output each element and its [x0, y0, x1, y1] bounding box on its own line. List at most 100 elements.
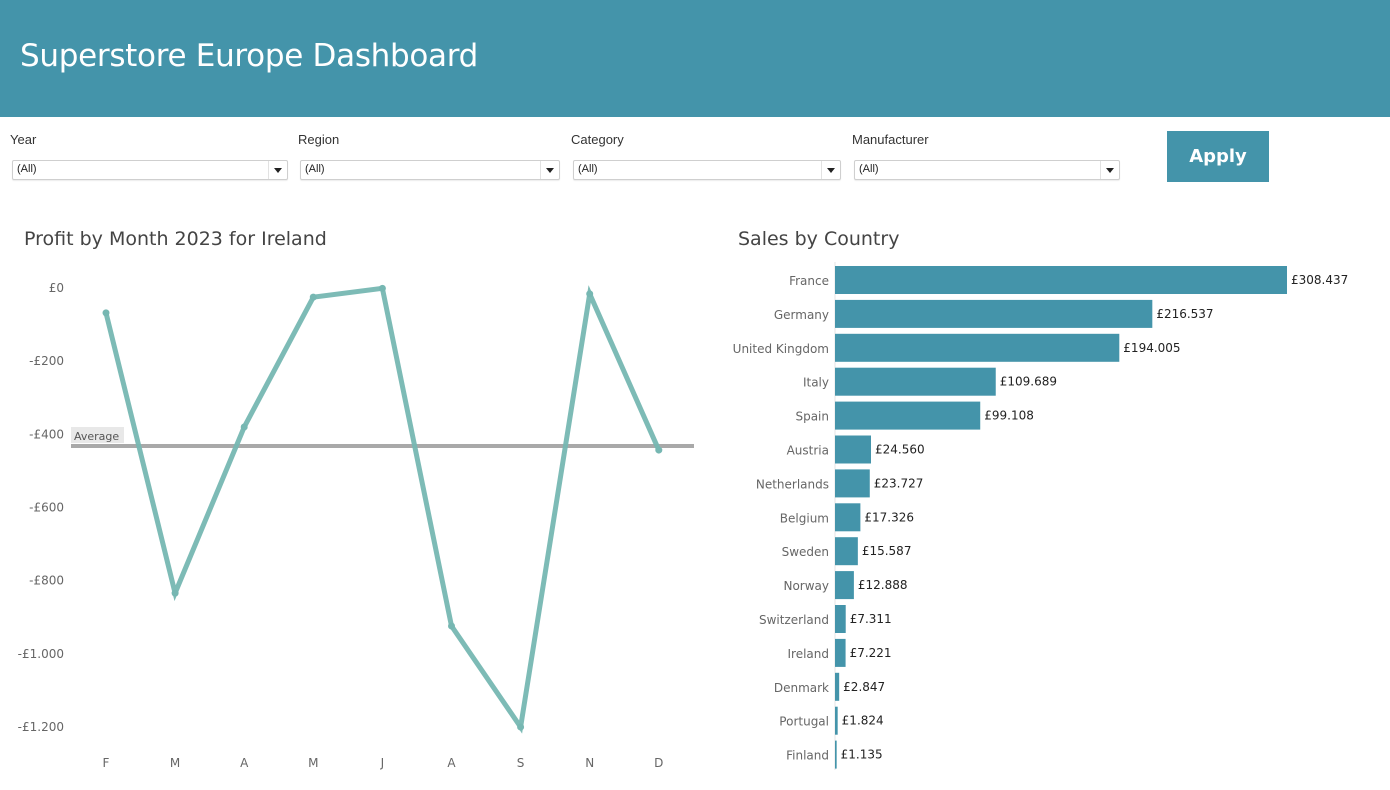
average-label: Average: [74, 430, 119, 443]
y-tick-label: -£200: [29, 354, 64, 368]
average-label-background: [71, 427, 124, 444]
filter-category: Category (All): [571, 132, 841, 180]
filter-manufacturer: Manufacturer (All): [852, 132, 1120, 180]
country-label: Ireland: [787, 647, 829, 661]
filter-category-label: Category: [571, 132, 624, 147]
sales-value-label: £109.689: [1000, 375, 1057, 389]
sales-value-label: £308.437: [1291, 273, 1348, 287]
sales-value-label: £7.221: [850, 646, 892, 660]
sales-value-label: £1.824: [842, 714, 884, 728]
filter-year-value: (All): [17, 163, 37, 175]
country-label: Norway: [783, 579, 829, 593]
profit-data-point: [448, 622, 455, 630]
country-label: Denmark: [774, 681, 829, 695]
country-label: Netherlands: [756, 477, 829, 491]
chevron-down-icon[interactable]: [268, 161, 287, 179]
y-tick-label: £0: [49, 281, 64, 295]
sales-value-label: £1.135: [841, 748, 883, 762]
filter-region-dropdown[interactable]: (All): [300, 160, 560, 180]
filter-manufacturer-label: Manufacturer: [852, 132, 929, 147]
chevron-down-icon[interactable]: [821, 161, 840, 179]
filter-region-label: Region: [298, 132, 340, 147]
profit-line-chart: £0 -£200 -£400 -£600 -£800 -£1.000 -£1.200 F M A M…: [18, 281, 694, 770]
filter-manufacturer-value: (All): [859, 163, 879, 175]
sales-value-label: £2.847: [843, 680, 885, 694]
profit-data-point: [102, 309, 110, 317]
country-label: Switzerland: [759, 613, 829, 627]
country-label: Portugal: [779, 715, 829, 729]
y-tick-label: -£600: [29, 501, 64, 515]
x-tick-label: M: [308, 756, 318, 770]
filter-category-value: (All): [578, 163, 598, 175]
sales-value-label: £15.587: [862, 544, 912, 558]
filter-region-value: (All): [305, 163, 325, 175]
country-label: Austria: [787, 444, 829, 458]
profit-data-point: [586, 290, 594, 298]
sales-value-label: £17.326: [864, 510, 914, 524]
sales-value-label: £12.888: [858, 578, 908, 592]
country-label: Finland: [786, 749, 829, 763]
country-label: Sweden: [782, 545, 829, 559]
x-tick-label: A: [447, 756, 456, 770]
sales-value-label: £24.560: [875, 443, 925, 457]
sales-bar: [835, 503, 861, 532]
x-tick-label: N: [585, 756, 594, 770]
x-tick-label: D: [654, 756, 663, 770]
x-tick-label: A: [240, 756, 249, 770]
sales-value-label: £99.108: [984, 409, 1034, 423]
sales-bar: [835, 672, 840, 701]
chevron-down-icon[interactable]: [1100, 161, 1119, 179]
sales-bar: [835, 605, 846, 633]
sales-chart-title: Sales by Country: [738, 228, 900, 250]
sales-value-label: £216.537: [1156, 307, 1213, 321]
profit-chart-title: Profit by Month 2023 for Ireland: [24, 228, 327, 250]
filter-region: Region (All): [298, 132, 560, 180]
sales-value-label: £194.005: [1123, 341, 1180, 355]
sales-bar: [835, 367, 996, 396]
sales-value-label: £7.311: [850, 612, 892, 626]
sales-bar: [835, 299, 1153, 328]
sales-bar: [835, 266, 1287, 294]
y-tick-label: -£1.200: [18, 720, 64, 734]
sales-bar: [835, 706, 838, 735]
chevron-down-icon[interactable]: [540, 161, 559, 179]
x-tick-label: M: [170, 756, 180, 770]
sales-bar: [835, 638, 846, 667]
profit-data-point: [517, 723, 525, 731]
country-label: France: [789, 274, 829, 288]
x-tick-label: F: [103, 756, 110, 770]
profit-data-point: [378, 284, 386, 292]
country-label: United Kingdom: [733, 342, 829, 356]
profit-data-point: [171, 589, 179, 597]
sales-bar: [835, 537, 858, 566]
profit-data-point: [309, 293, 317, 301]
country-label: Spain: [795, 410, 829, 424]
y-tick-label: -£800: [29, 574, 64, 588]
profit-series-line: [103, 285, 662, 734]
filter-category-dropdown[interactable]: (All): [573, 160, 841, 180]
sales-bar: [835, 435, 871, 464]
country-label: Italy: [803, 376, 829, 390]
profit-data-point: [655, 446, 663, 454]
sales-value-label: £23.727: [874, 476, 924, 490]
y-tick-label: -£1.000: [18, 647, 64, 661]
filter-year-dropdown[interactable]: (All): [12, 160, 288, 180]
dashboard-header: Superstore Europe Dashboard: [0, 0, 1390, 117]
y-tick-label: -£400: [29, 427, 64, 441]
sales-bar: [835, 469, 870, 498]
dashboard-title: Superstore Europe Dashboard: [20, 38, 479, 74]
country-label: Germany: [774, 308, 829, 322]
sales-bar: [835, 740, 837, 769]
profit-data-point: [240, 423, 248, 431]
sales-bar-chart: France £308.437 Germany £216.537 United King…: [733, 262, 1348, 770]
filter-manufacturer-dropdown[interactable]: (All): [854, 160, 1120, 180]
filter-year: Year (All): [10, 132, 288, 180]
sales-bar: [835, 333, 1120, 362]
x-tick-label: J: [380, 756, 385, 770]
x-tick-label: S: [517, 756, 525, 770]
country-label: Belgium: [780, 511, 829, 525]
apply-button[interactable]: Apply: [1167, 131, 1269, 182]
sales-bar: [835, 571, 854, 600]
filter-year-label: Year: [10, 132, 37, 147]
sales-bar: [835, 401, 981, 430]
